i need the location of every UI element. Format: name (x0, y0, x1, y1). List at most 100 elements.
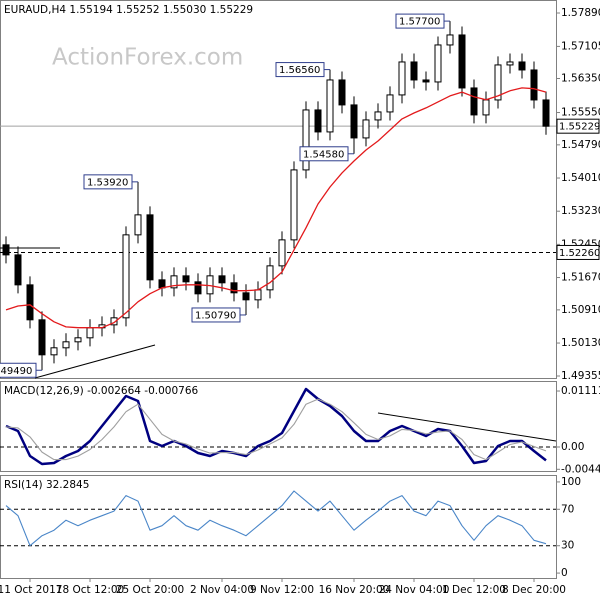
level-label-box (556, 244, 600, 260)
y-tick-label: 1.53230 (561, 205, 600, 217)
annotation-label: 1.54580 (303, 149, 344, 160)
candle-body (38, 319, 46, 356)
candle-body (122, 234, 130, 319)
candle-body (350, 104, 358, 139)
y-tick-label: 1.54010 (561, 172, 600, 184)
candle-body (26, 284, 34, 321)
candle-body (278, 239, 286, 267)
candle-body (338, 79, 346, 106)
candle-body (470, 87, 478, 116)
candle-body (194, 281, 202, 295)
macd-panel (0, 381, 557, 472)
y-tick-label: 30 (561, 540, 574, 552)
y-tick-label: 1.49355 (561, 370, 600, 382)
watermark: ActionForex.com (52, 45, 243, 71)
annotation-label: 1.50790 (195, 310, 236, 321)
candle-body (110, 317, 118, 326)
candle-body (314, 109, 322, 133)
candle-body (302, 109, 310, 171)
candle-body (14, 254, 22, 286)
panel-title: RSI(14) 32.2845 (4, 479, 89, 491)
candle-body (50, 347, 58, 356)
candle-body (230, 282, 238, 294)
annotation-box (191, 307, 241, 323)
candle-body (2, 244, 10, 256)
y-tick-label: 70 (561, 503, 574, 515)
candle-body (434, 44, 442, 83)
x-tick-label: 18 Oct 12:00 (56, 584, 124, 596)
annotation-label: 1.53920 (87, 177, 128, 188)
y-tick-label: 1.57890 (561, 7, 600, 19)
candle-body (422, 79, 430, 83)
panel-title: EURAUD,H4 1.55194 1.55252 1.55030 1.5522… (4, 4, 253, 16)
x-tick-label: 24 Nov 04:00 (379, 584, 450, 596)
series-line (5, 387, 547, 466)
annotation-label: 1.56560 (279, 65, 320, 76)
annotation-label: 1.57700 (399, 17, 440, 28)
candle-body (542, 99, 550, 127)
candle-body (146, 214, 154, 281)
candle-body (530, 69, 538, 101)
candle-body (518, 61, 526, 71)
x-tick-label: 1 Dec 12:00 (442, 584, 506, 596)
candle-body (386, 94, 394, 113)
candle-body (158, 279, 166, 289)
x-tick-label: 11 Oct 2017 (0, 584, 62, 596)
y-tick-label: 0.011111 (561, 385, 600, 397)
candle-body (86, 327, 94, 339)
series-line (5, 398, 547, 461)
x-tick-label: 25 Oct 20:00 (116, 584, 184, 596)
price-panel (0, 0, 557, 379)
annotation-box (83, 174, 133, 190)
y-tick-label: 1.51670 (561, 272, 600, 284)
support-trendline (34, 344, 156, 379)
annotation-box (395, 13, 445, 29)
candle-body (134, 214, 142, 236)
candle-body (266, 265, 274, 291)
candle-body (362, 119, 370, 139)
candle-body (482, 99, 490, 116)
y-tick-label: 1.54790 (561, 139, 600, 151)
candle-body (326, 79, 334, 133)
y-tick-label: 1.50130 (561, 337, 600, 349)
candle-body (290, 169, 298, 241)
series-line (5, 87, 547, 329)
annotation-box (275, 62, 325, 78)
level-label-box (556, 118, 600, 134)
candle-body (182, 275, 190, 283)
candle-body (62, 341, 70, 349)
x-tick-label: 16 Nov 20:00 (319, 584, 390, 596)
candle-body (458, 34, 466, 89)
candle-body (494, 64, 502, 101)
candle-body (374, 111, 382, 121)
candle-body (74, 337, 82, 343)
x-tick-label: 9 Nov 12:00 (250, 584, 314, 596)
rsi-panel (0, 475, 557, 579)
candle-body (242, 292, 250, 301)
y-tick-label: 100 (561, 476, 581, 488)
annotation-box (0, 362, 37, 378)
candle-body (218, 275, 226, 284)
x-tick-label: 2 Nov 04:00 (190, 584, 254, 596)
level-label: 1.52260 (559, 248, 600, 259)
annotation-label: 1.49490 (0, 366, 32, 377)
candle-body (506, 61, 514, 66)
candle-body (398, 61, 406, 96)
x-tick-label: 8 Dec 20:00 (502, 584, 566, 596)
y-tick-label: 1.55550 (561, 107, 600, 119)
candle-body (170, 275, 178, 289)
y-tick-label: 1.56350 (561, 73, 600, 85)
candle-body (410, 61, 418, 81)
macd-trendline (377, 412, 557, 442)
candle-body (446, 34, 454, 46)
panel-title: MACD(12,26,9) -0.002664 -0.000766 (4, 385, 199, 397)
level-label: 1.55229 (559, 122, 600, 133)
series-line (5, 490, 547, 547)
candle-body (254, 289, 262, 301)
y-tick-label: 1.50910 (561, 304, 600, 316)
y-tick-label: 1.57105 (561, 40, 600, 52)
y-tick-label: -0.004419 (561, 463, 600, 475)
y-tick-label: 0 (561, 567, 568, 579)
y-tick-label: 0.00 (561, 441, 584, 453)
